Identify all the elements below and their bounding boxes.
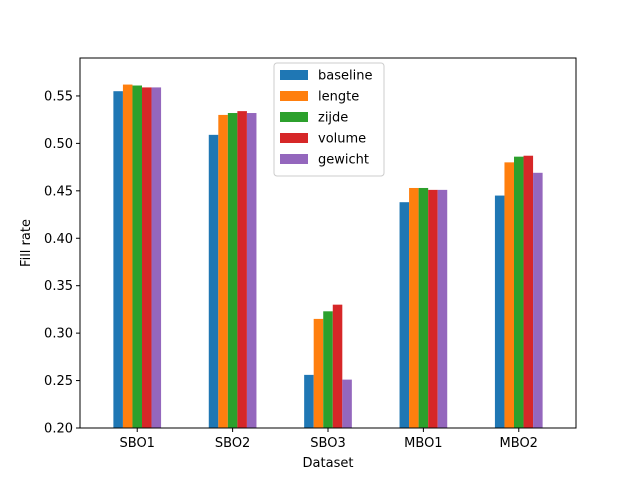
- bar-lengte-sbo2: [218, 114, 228, 428]
- bar-volume-sbo2: [237, 111, 247, 428]
- x-axis-label: Dataset: [303, 456, 354, 471]
- y-axis-label: Fill rate: [19, 219, 34, 267]
- bar-baseline-sbo2: [208, 134, 219, 428]
- bar-volume-mbo1: [428, 189, 438, 428]
- y-tick-label: 0.50: [44, 137, 73, 152]
- plot-frame: [79, 57, 577, 429]
- y-axis-ticks: 0.20 0.25 0.30 0.35 0.40 0.45 0.50 0.55: [44, 89, 80, 437]
- x-tick-label: SBO3: [310, 436, 345, 451]
- bar-zijde-sbo2: [227, 113, 238, 429]
- x-tick-label: SBO2: [215, 436, 250, 451]
- bar-volume-mbo2: [523, 155, 534, 428]
- legend-label-gewicht: gewicht: [318, 153, 369, 168]
- bar-baseline-mbo2: [494, 195, 505, 428]
- bar-gewicht-mbo2: [533, 172, 543, 428]
- bars: [113, 84, 543, 429]
- y-tick-label: 0.45: [44, 184, 73, 199]
- y-tick-label: 0.55: [44, 89, 73, 104]
- bar-gewicht-sbo2: [246, 113, 257, 429]
- bar-baseline-sbo3: [304, 374, 314, 428]
- legend-swatch-gewicht: [280, 154, 308, 164]
- bar-baseline-sbo1: [113, 91, 123, 428]
- legend-swatch-lengte: [280, 91, 308, 101]
- y-tick-label: 0.25: [44, 374, 73, 389]
- legend: baseline lengte zijde volume gewicht: [273, 62, 385, 177]
- bar-volume-sbo3: [332, 304, 343, 428]
- legend-swatch-zijde: [280, 112, 308, 122]
- bar-zijde-sbo1: [132, 85, 142, 428]
- bar-baseline-mbo1: [399, 202, 410, 428]
- bar-zijde-mbo1: [418, 187, 429, 428]
- legend-swatch-volume: [280, 133, 308, 143]
- legend-label-lengte: lengte: [318, 90, 359, 105]
- legend-label-zijde: zijde: [318, 111, 348, 126]
- x-tick-label: SBO1: [120, 436, 155, 451]
- bar-zijde-mbo2: [514, 156, 524, 428]
- bar-gewicht-sbo1: [151, 87, 162, 429]
- x-tick-label: MBO2: [500, 436, 538, 451]
- legend-label-volume: volume: [318, 132, 366, 147]
- x-axis-ticks: SBO1 SBO2 SBO3 MBO1 MBO2: [120, 428, 538, 451]
- legend-swatch-baseline: [280, 70, 308, 80]
- y-tick-label: 0.30: [44, 327, 73, 342]
- bar-gewicht-mbo1: [437, 189, 448, 428]
- bar-lengte-mbo2: [504, 162, 514, 428]
- bar-volume-sbo1: [142, 87, 152, 429]
- legend-label-baseline: baseline: [318, 69, 372, 84]
- x-tick-label: MBO1: [404, 436, 442, 451]
- bar-gewicht-sbo3: [342, 379, 352, 428]
- bar-lengte-sbo3: [313, 318, 324, 428]
- y-tick-label: 0.20: [44, 422, 73, 437]
- bar-lengte-sbo1: [122, 84, 133, 429]
- bar-lengte-mbo1: [409, 187, 419, 428]
- bar-zijde-sbo3: [323, 311, 333, 428]
- y-tick-label: 0.35: [44, 279, 73, 294]
- y-tick-label: 0.40: [44, 232, 73, 247]
